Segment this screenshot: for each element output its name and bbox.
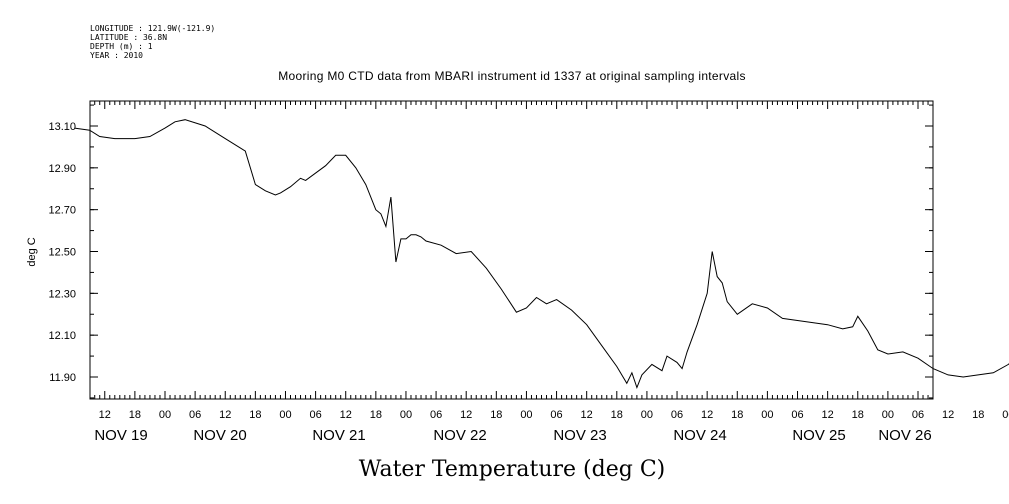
x-day-label: NOV 25 — [792, 427, 845, 444]
x-hour-label: 00 — [1002, 409, 1009, 421]
x-hour-label: 00 — [400, 409, 412, 421]
x-hour-label: 12 — [701, 409, 713, 421]
y-tick-label: 13.10 — [48, 121, 76, 133]
y-tick-label: 12.10 — [48, 330, 76, 342]
x-hour-label: 18 — [611, 409, 623, 421]
x-hour-label: 18 — [490, 409, 502, 421]
x-hour-label: 18 — [731, 409, 743, 421]
x-hour-label: 06 — [189, 409, 201, 421]
depth-text: DEPTH (m) : 1 — [90, 42, 153, 51]
x-hour-label: 06 — [791, 409, 803, 421]
x-day-label: NOV 22 — [433, 427, 486, 444]
x-hour-label: 12 — [581, 409, 593, 421]
x-day-label: NOV 21 — [312, 427, 365, 444]
x-hour-label: 00 — [279, 409, 291, 421]
x-hour-label: 12 — [460, 409, 472, 421]
x-hour-label: 06 — [671, 409, 683, 421]
y-tick-label: 12.50 — [48, 247, 76, 259]
x-day-label: NOV 20 — [193, 427, 246, 444]
x-hour-label: 00 — [882, 409, 894, 421]
plot-frame — [89, 100, 934, 400]
x-hour-label: 12 — [822, 409, 834, 421]
x-day-label: NOV 24 — [673, 427, 726, 444]
x-day-label: NOV 23 — [553, 427, 606, 444]
x-hour-label: 00 — [641, 409, 653, 421]
x-hour-label: 12 — [942, 409, 954, 421]
y-axis: 13.10 12.90 12.70 12.50 12.30 12.10 11.90 — [48, 104, 933, 399]
year-text: YEAR : 2010 — [90, 51, 143, 60]
x-hour-label: 18 — [370, 409, 382, 421]
x-hour-label: 06 — [912, 409, 924, 421]
chart-title: Mooring M0 CTD data from MBARI instrumen… — [278, 69, 746, 83]
latitude-text: LATITUDE : 36.8N — [90, 33, 167, 42]
x-hour-label: 12 — [340, 409, 352, 421]
x-hour-label: 06 — [430, 409, 442, 421]
longitude-text: LONGITUDE : 121.9W(-121.9) — [90, 24, 215, 33]
y-tick-label: 12.90 — [48, 163, 76, 175]
x-hour-label: 12 — [99, 409, 111, 421]
x-hour-label: 18 — [852, 409, 864, 421]
y-axis-label: deg C — [26, 237, 38, 266]
x-hour-label: 00 — [761, 409, 773, 421]
x-hour-label: 06 — [309, 409, 321, 421]
x-hour-label: 18 — [129, 409, 141, 421]
x-hour-label: 12 — [219, 409, 231, 421]
x-day-label: NOV 26 — [878, 427, 931, 444]
x-axis: 12 18 00 06 12 18 00 06 12 18 00 06 12 18 00 06 12 18 00 06… — [94, 101, 1009, 444]
x-axis-label: Water Temperature (deg C) — [359, 457, 666, 482]
y-tick-label: 12.70 — [48, 205, 76, 217]
x-hour-label: 06 — [550, 409, 562, 421]
y-tick-label: 12.30 — [48, 288, 76, 300]
series-line — [74, 119, 1009, 389]
x-day-label: NOV 19 — [94, 427, 147, 444]
x-hour-label: 00 — [520, 409, 532, 421]
series-group — [74, 119, 1009, 389]
x-hour-label: 00 — [159, 409, 171, 421]
x-hour-label: 18 — [972, 409, 984, 421]
x-hour-label: 18 — [249, 409, 261, 421]
y-tick-label: 11.90 — [49, 372, 76, 384]
